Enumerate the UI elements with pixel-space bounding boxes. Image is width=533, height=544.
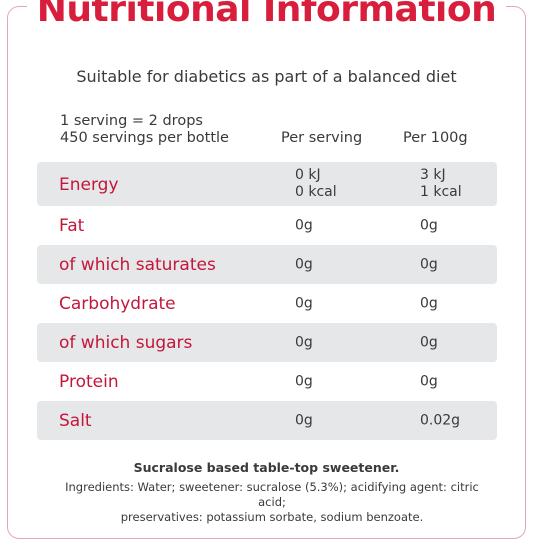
ingredients-text: Ingredients: Water; sweetener: sucralose… — [52, 480, 492, 525]
carbohydrate-per-serving: 0g — [295, 295, 313, 311]
row-label: Carbohydrate — [59, 293, 176, 314]
row-label: Fat — [59, 215, 85, 236]
fat-per-serving: 0g — [295, 217, 313, 233]
serving-size: 1 serving = 2 drops — [60, 113, 203, 129]
ingredients-line: preservatives: potassium sorbate, sodium… — [120, 510, 424, 524]
table-row-sugars: of which sugars 0g 0g — [37, 323, 497, 362]
subtitle: Suitable for diabetics as part of a bala… — [76, 67, 457, 86]
nutrition-table: Energy 0 kJ 0 kcal 3 kJ 1 kcal Fat 0g 0g… — [37, 162, 497, 440]
column-header-per-100g: Per 100g — [403, 130, 468, 146]
ingredients-line: Ingredients: Water; sweetener: sucralose… — [65, 480, 479, 509]
serving-info: 1 serving = 2 drops 450 servings per bot… — [60, 113, 229, 147]
salt-per-serving: 0g — [295, 412, 313, 428]
column-header-per-serving: Per serving — [281, 130, 363, 146]
sugars-per-100g: 0g — [420, 334, 438, 350]
energy-per-100g-kj: 3 kJ — [420, 167, 446, 183]
row-label: Protein — [59, 371, 119, 392]
carbohydrate-per-100g: 0g — [420, 295, 438, 311]
row-label: Energy — [59, 174, 119, 195]
table-row-fat: Fat 0g 0g — [37, 206, 497, 245]
saturates-per-100g: 0g — [420, 256, 438, 272]
table-row-salt: Salt 0g 0.02g — [37, 401, 497, 440]
servings-per-bottle: 450 servings per bottle — [60, 130, 229, 146]
sugars-per-serving: 0g — [295, 334, 313, 350]
energy-per-100g: 3 kJ 1 kcal — [420, 167, 462, 201]
protein-per-serving: 0g — [295, 373, 313, 389]
saturates-per-serving: 0g — [295, 256, 313, 272]
fat-per-100g: 0g — [420, 217, 438, 233]
energy-per-serving: 0 kJ 0 kcal — [295, 167, 337, 201]
page-title: Nutritional Information — [0, 0, 533, 30]
energy-per-100g-kcal: 1 kcal — [420, 184, 462, 200]
row-label: of which saturates — [59, 254, 216, 275]
table-row-energy: Energy 0 kJ 0 kcal 3 kJ 1 kcal — [37, 162, 497, 206]
table-row-carbohydrate: Carbohydrate 0g 0g — [37, 284, 497, 323]
energy-per-serving-kj: 0 kJ — [295, 167, 321, 183]
energy-per-serving-kcal: 0 kcal — [295, 184, 337, 200]
row-label: of which sugars — [59, 332, 193, 353]
table-row-saturates: of which saturates 0g 0g — [37, 245, 497, 284]
row-label: Salt — [59, 410, 92, 431]
protein-per-100g: 0g — [420, 373, 438, 389]
table-row-protein: Protein 0g 0g — [37, 362, 497, 401]
salt-per-100g: 0.02g — [420, 412, 461, 428]
product-description: Sucralose based table-top sweetener. — [133, 460, 400, 475]
title-text: Nutritional Information — [26, 0, 507, 30]
